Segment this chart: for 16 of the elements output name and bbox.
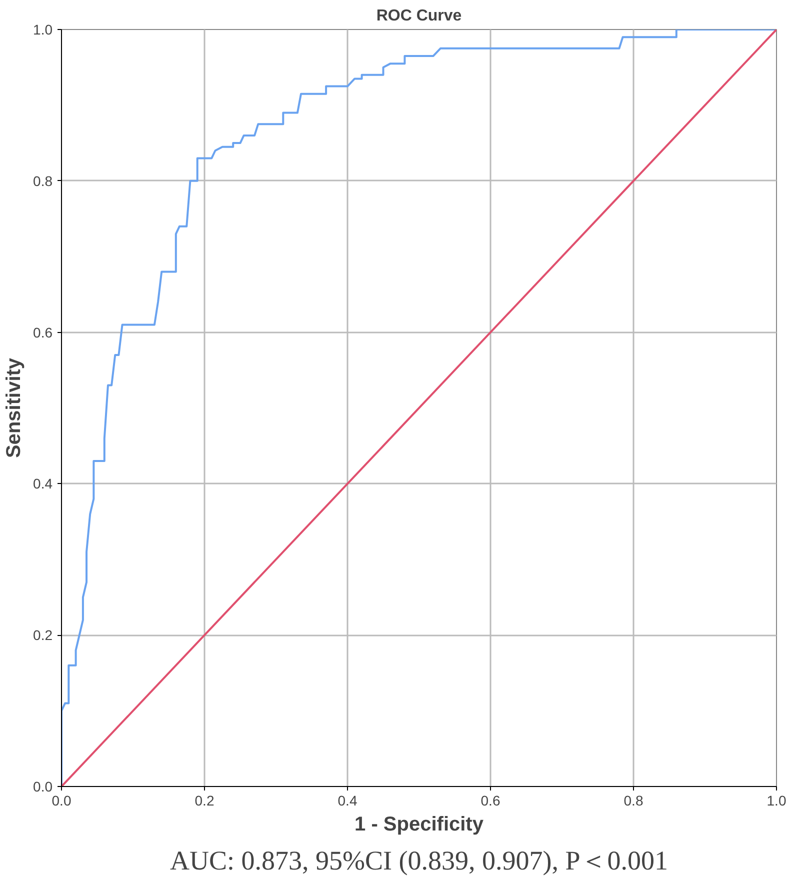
text: AUC: 0.873, 95%CI (0.839, 0.907), P＜0.001 bbox=[170, 846, 668, 876]
y-tick-label: 1.0 bbox=[33, 22, 53, 38]
x-tick-label: 0.0 bbox=[52, 792, 72, 808]
x-tick-label: 0.6 bbox=[480, 792, 500, 808]
y-tick-label: 0.4 bbox=[33, 476, 53, 492]
x-tick-label: 0.2 bbox=[194, 792, 214, 808]
x-tick-label: 1.0 bbox=[766, 792, 786, 808]
chart-title: ROC Curve bbox=[376, 8, 462, 24]
y-axis-title: Sensitivity bbox=[3, 357, 26, 458]
y-tick-label: 0.2 bbox=[33, 627, 53, 644]
x-tick-label: 0.4 bbox=[338, 792, 358, 808]
y-tick-label: 0.6 bbox=[33, 324, 53, 340]
y-tick-label: 0.0 bbox=[33, 778, 53, 794]
x-axis-title: 1 - Specificity bbox=[354, 814, 484, 836]
x-tick-label: 0.8 bbox=[624, 792, 644, 808]
y-tick-label: 0.8 bbox=[33, 172, 53, 189]
